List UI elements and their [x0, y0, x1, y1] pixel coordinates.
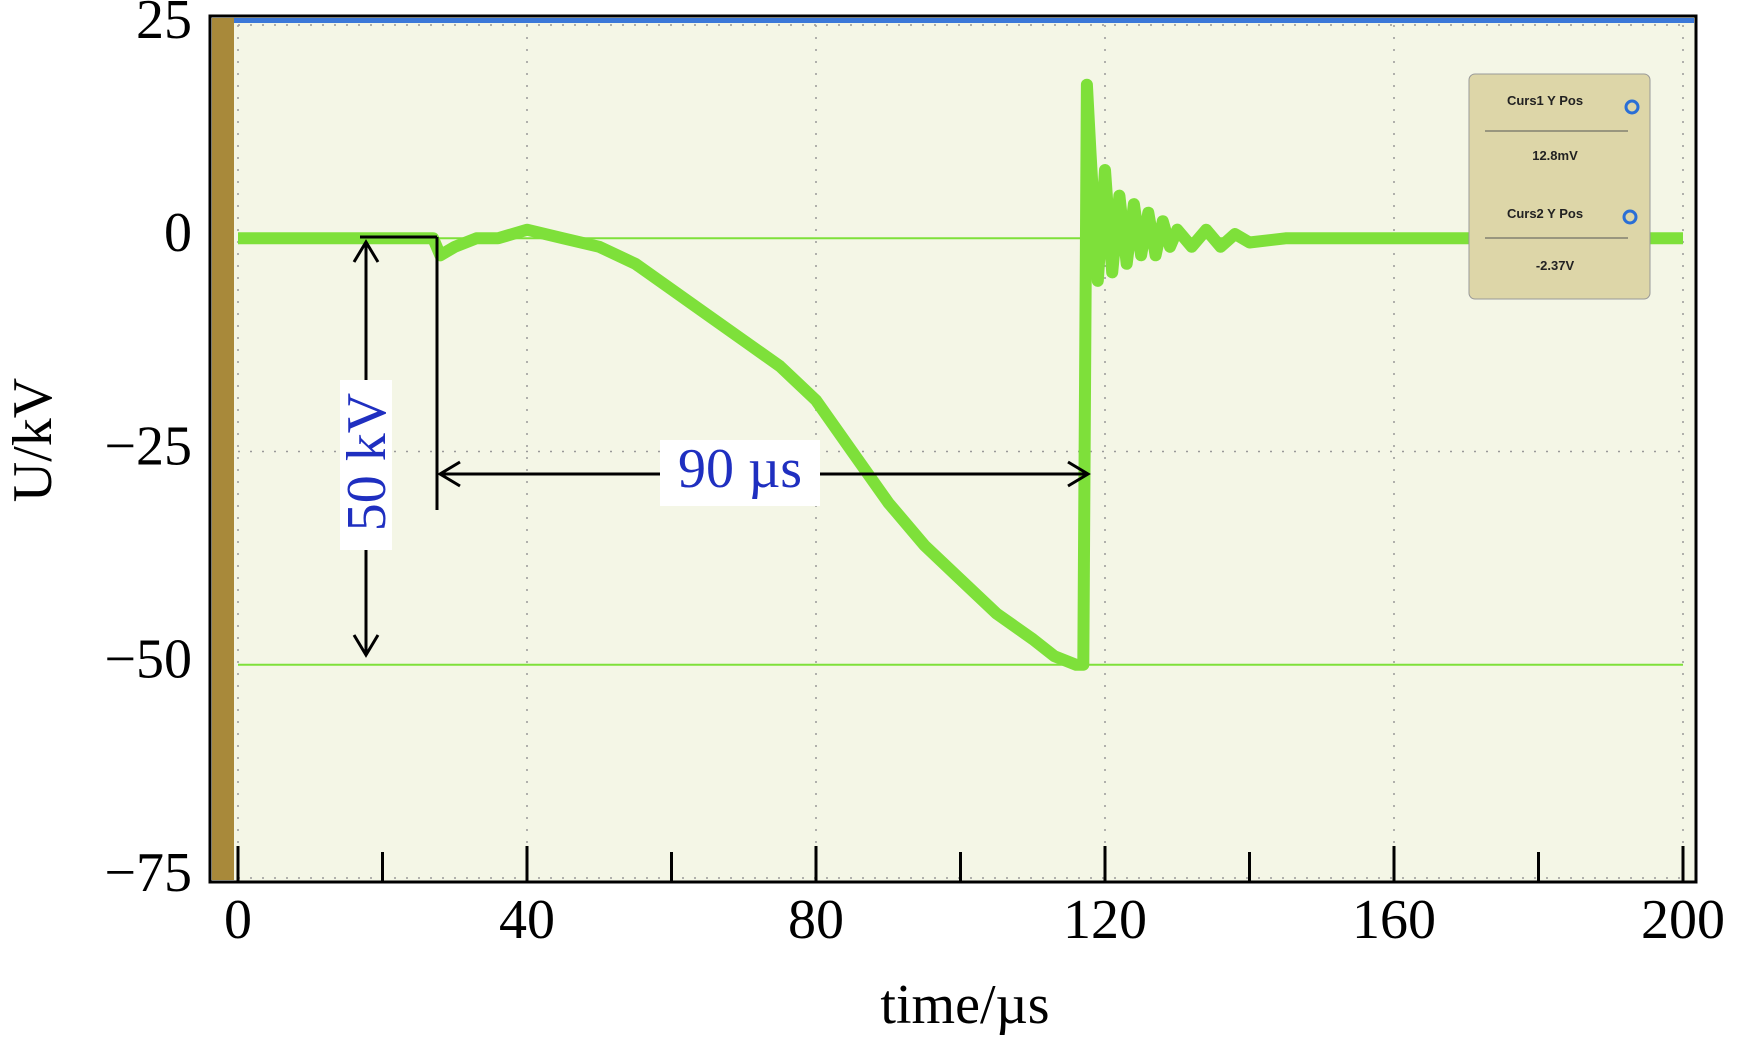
x-tick-label: 80: [788, 889, 844, 951]
x-tick-label: 120: [1063, 889, 1147, 951]
arrowhead: [352, 634, 380, 658]
x-tick-label: 40: [499, 889, 555, 951]
cursor-label: Curs1 Y Pos: [1507, 93, 1583, 108]
cursor-box: Curs1 Y Pos 12.8mV Curs2 Y Pos -2.37V: [1468, 73, 1651, 300]
x-tick-label: 200: [1641, 889, 1725, 951]
y-tick-label: 0: [164, 202, 192, 264]
x-tick-label: 160: [1352, 889, 1436, 951]
arrowhead: [352, 239, 380, 263]
plot-area: [238, 78, 1683, 671]
cursor-value: -2.37V: [1536, 258, 1575, 273]
cursor-box-bg: [1468, 73, 1651, 300]
label-bg: [660, 440, 820, 506]
x-tick-label: 0: [224, 889, 252, 951]
cursor-icon: [1624, 99, 1640, 115]
y-tick-label: 25: [136, 0, 192, 51]
y-tick-label: −75: [104, 842, 192, 904]
arrowhead: [437, 460, 461, 488]
cursor-icon: [1622, 209, 1638, 225]
y-tick-label: −50: [104, 629, 192, 691]
annotation: 90 µs: [678, 438, 802, 500]
y-axis-label: U/kV: [2, 378, 64, 502]
cursor-value: 12.8mV: [1532, 148, 1578, 163]
arrowhead: [1067, 460, 1091, 488]
scope-top-bar: [234, 18, 1694, 23]
annotation: 50 kV: [336, 393, 398, 531]
label-bg: [340, 380, 392, 550]
waveform: [238, 78, 1683, 671]
plot-frame: [208, 14, 1698, 884]
y-tick-label: −25: [104, 415, 192, 477]
cursor-label: Curs2 Y Pos: [1507, 206, 1583, 221]
scope-left-bar: [212, 18, 234, 880]
x-axis-label: time/µs: [880, 974, 1049, 1036]
